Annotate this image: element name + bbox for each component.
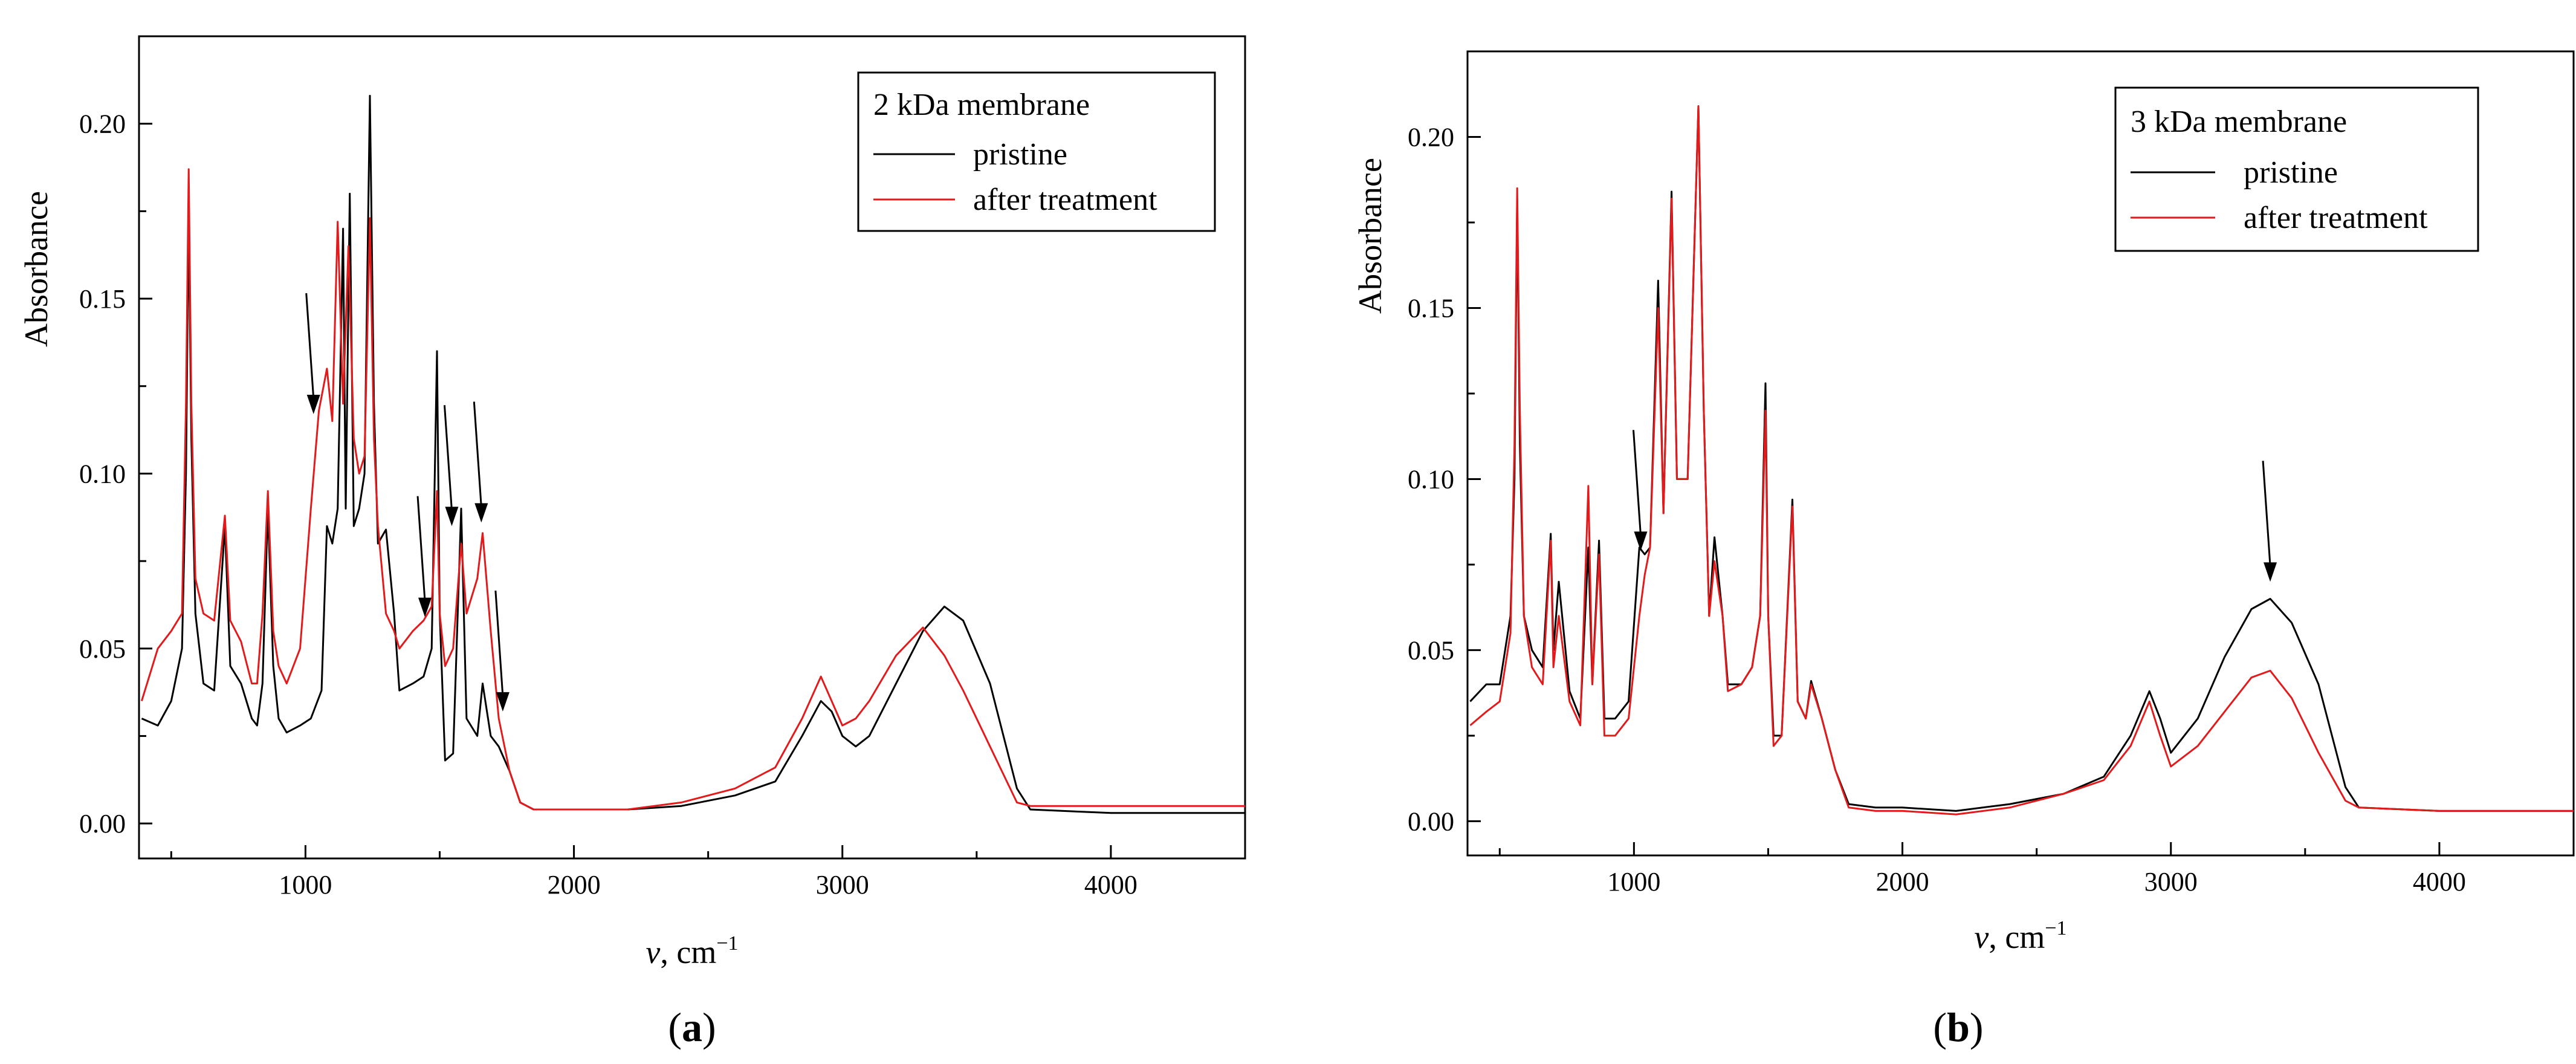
y-tick-label: 0.10 bbox=[1408, 464, 1454, 494]
annotation-arrow-shaft bbox=[494, 590, 504, 696]
y-tick-label: 0.20 bbox=[1408, 122, 1454, 152]
annotation-arrow-shaft bbox=[305, 293, 315, 399]
legend-title: 2 kDa membrane bbox=[873, 88, 1090, 122]
x-axis-label: ν, cm−1 bbox=[646, 932, 738, 970]
y-tick-label: 0.00 bbox=[1408, 806, 1454, 836]
plot-frame bbox=[1466, 50, 2575, 857]
panel-a: 0.00 0.05 0.10 0.15 0.20 1000 2000 3000 4000 Ab… bbox=[18, 35, 1246, 1050]
annotation-arrow-shaft bbox=[2262, 461, 2271, 566]
x-ticks: 1000 2000 3000 4000 bbox=[1498, 842, 2575, 897]
y-axis-label: Absorbance bbox=[1352, 158, 1388, 314]
x-axis-exponent: −1 bbox=[2045, 917, 2066, 939]
arrows bbox=[305, 293, 510, 712]
annotation-arrow-head bbox=[2264, 562, 2277, 582]
y-tick-label: 0.10 bbox=[79, 459, 126, 488]
annotation-arrow-head bbox=[474, 503, 488, 523]
legend-box bbox=[2114, 86, 2479, 252]
y-ticks: 0.00 0.05 0.10 0.15 0.20 bbox=[1408, 122, 1481, 836]
x-tick-label: 2000 bbox=[548, 870, 601, 900]
x-ticks: 1000 2000 3000 4000 bbox=[170, 845, 1246, 900]
annotation-arrow-shaft bbox=[1632, 430, 1642, 536]
annotation-arrow-head bbox=[306, 395, 320, 415]
y-tick-label: 0.00 bbox=[79, 809, 126, 839]
series-lines bbox=[1469, 105, 2574, 816]
legend-title: 3 kDa membrane bbox=[2131, 105, 2347, 139]
x-axis-symbol: ν bbox=[646, 934, 660, 970]
panel-caption: (b) bbox=[1933, 1004, 1983, 1050]
x-axis-label: ν, cm−1 bbox=[1974, 917, 2066, 955]
y-tick-label: 0.20 bbox=[79, 109, 126, 139]
annotation-arrow-head bbox=[445, 507, 459, 527]
y-ticks: 0.00 0.05 0.10 0.15 0.20 bbox=[79, 109, 152, 839]
annotation-arrow-shaft bbox=[416, 496, 426, 602]
y-tick-label: 0.15 bbox=[79, 284, 126, 314]
x-axis-unit: , cm bbox=[1989, 919, 2045, 955]
x-tick-label: 1000 bbox=[279, 870, 332, 900]
x-axis-exponent: −1 bbox=[716, 932, 738, 955]
series-lines bbox=[140, 94, 1245, 814]
x-tick-label: 4000 bbox=[1084, 870, 1138, 900]
legend-label-after-treatment: after treatment bbox=[973, 183, 1157, 217]
x-tick-label: 3000 bbox=[816, 870, 869, 900]
x-tick-label: 2000 bbox=[1876, 867, 1929, 897]
x-tick-label: 1000 bbox=[1607, 867, 1660, 897]
series-line-after-treatment bbox=[1469, 105, 2574, 816]
legend: 2 kDa membrane pristine after treatment bbox=[857, 71, 1216, 232]
x-tick-label: 3000 bbox=[2144, 867, 2198, 897]
annotation-arrow-head bbox=[1634, 531, 1648, 551]
y-tick-label: 0.05 bbox=[79, 634, 126, 664]
series-line-after-treatment bbox=[140, 168, 1245, 811]
legend-label-after-treatment: after treatment bbox=[2244, 201, 2428, 235]
legend-label-pristine: pristine bbox=[973, 137, 1067, 172]
legend-box bbox=[857, 71, 1216, 232]
panel-caption-letter: b bbox=[1947, 1004, 1970, 1050]
panel-caption-letter: a bbox=[682, 1004, 702, 1050]
annotation-arrow-head bbox=[418, 597, 432, 617]
arrows bbox=[1632, 430, 2277, 582]
annotation-arrow-shaft bbox=[473, 401, 482, 507]
x-axis-symbol: ν bbox=[1974, 919, 1989, 955]
annotation-arrow-head bbox=[496, 692, 510, 712]
panel-caption: (a) bbox=[668, 1004, 716, 1050]
legend: 3 kDa membrane pristine after treatment bbox=[2114, 86, 2479, 252]
plot-frame bbox=[138, 35, 1246, 860]
y-tick-label: 0.05 bbox=[1408, 635, 1454, 665]
x-tick-label: 4000 bbox=[2413, 867, 2466, 897]
annotation-arrow-shaft bbox=[443, 405, 453, 511]
series-line-pristine bbox=[141, 94, 1245, 814]
y-tick-label: 0.15 bbox=[1408, 293, 1454, 323]
x-axis-unit: , cm bbox=[660, 934, 716, 970]
panel-b: 0.00 0.05 0.10 0.15 0.20 1000 2000 3000 4000 Ab… bbox=[1352, 50, 2575, 1050]
y-axis-label: Absorbance bbox=[18, 191, 54, 347]
legend-label-pristine: pristine bbox=[2244, 155, 2338, 190]
